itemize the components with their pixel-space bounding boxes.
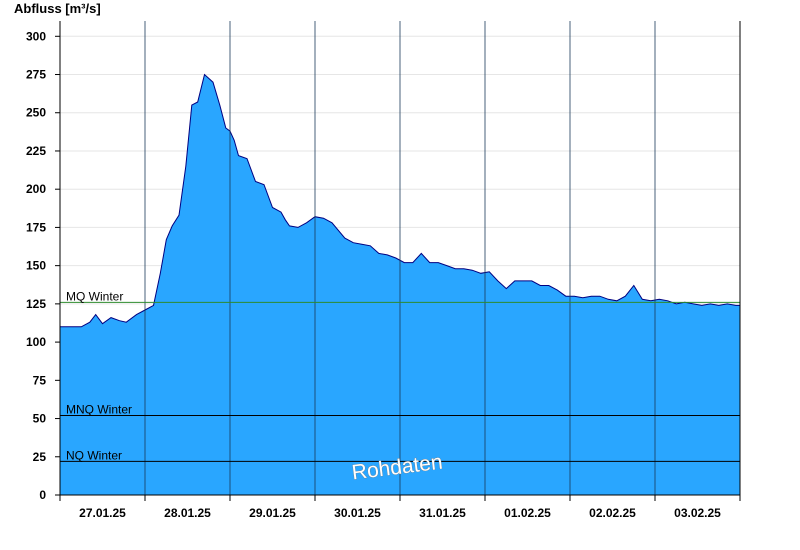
x-tick-label: 31.01.25	[419, 506, 466, 520]
y-tick-label: 50	[33, 412, 47, 426]
reference-lines: MQ Winter MNQ Winter NQ Winter	[60, 289, 740, 462]
y-tick-label: 75	[33, 373, 47, 387]
y-tick-label: 250	[26, 106, 46, 120]
reference-line-label: NQ Winter	[66, 448, 122, 462]
reference-line-label: MNQ Winter	[66, 402, 132, 416]
y-tick-label: 200	[26, 182, 46, 196]
reference-line-label: MQ Winter	[66, 289, 123, 303]
y-tick-label: 225	[26, 144, 46, 158]
x-tick-label: 03.02.25	[674, 506, 721, 520]
y-tick-label: 300	[26, 29, 46, 43]
plot-area	[60, 21, 740, 495]
y-tick-label: 125	[26, 297, 46, 311]
x-tick-label: 28.01.25	[164, 506, 211, 520]
y-tick-label: 100	[26, 335, 46, 349]
y-tick-label: 25	[33, 450, 47, 464]
x-tick-label: 29.01.25	[249, 506, 296, 520]
y-tick-label: 275	[26, 68, 46, 82]
y-axis-label: Abfluss [m³/s]	[14, 1, 101, 16]
y-tick-label: 150	[26, 259, 46, 273]
y-tick-label: 175	[26, 220, 46, 234]
x-tick-label: 27.01.25	[79, 506, 126, 520]
y-ticks: 0 25 50 75 100 125 150 175 200 225 250 275 300	[26, 29, 60, 502]
x-tick-label: 30.01.25	[334, 506, 381, 520]
x-tick-label: 01.02.25	[504, 506, 551, 520]
x-tick-label: 02.02.25	[589, 506, 636, 520]
y-tick-label: 0	[39, 488, 46, 502]
x-ticks: 27.01.25 28.01.25 29.01.25 30.01.25 31.01.25…	[59, 495, 741, 520]
discharge-line	[60, 73, 740, 328]
